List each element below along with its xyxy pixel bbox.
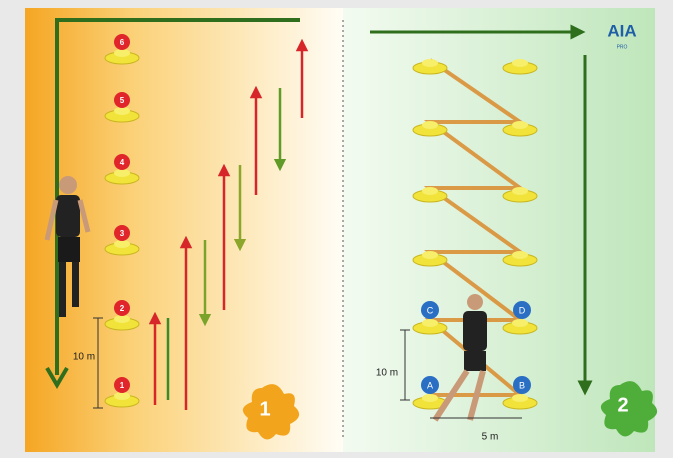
cone-top xyxy=(114,392,130,400)
cone-top xyxy=(422,251,438,259)
cone-label: B xyxy=(519,380,525,390)
cone-marker xyxy=(114,300,130,316)
badge: 2 xyxy=(617,394,628,416)
logo-title: AIA xyxy=(607,21,636,40)
cone-label: C xyxy=(427,305,434,315)
cone-top xyxy=(114,315,130,323)
distance-label: 10 m xyxy=(73,352,95,363)
panel-2-bg xyxy=(343,8,655,452)
cone-number: 1 xyxy=(120,381,125,390)
cone-marker xyxy=(114,154,130,170)
logo-subtitle: PRO xyxy=(617,44,628,50)
panel-2: C D A B 10 m 5 m 2 AIA PRO xyxy=(370,21,658,443)
panel-1: 6 5 4 3 2 1 10 m 1 xyxy=(44,18,309,440)
cone-marker xyxy=(421,376,439,394)
cone-top xyxy=(114,49,130,57)
cone-marker xyxy=(513,376,531,394)
cone-marker xyxy=(114,34,130,50)
player xyxy=(432,294,487,422)
cone-top xyxy=(512,251,528,259)
cone-labels: C D A B xyxy=(421,301,531,394)
cone-marker xyxy=(114,92,130,108)
cone-number: 2 xyxy=(120,304,125,313)
cone-top xyxy=(512,121,528,129)
route-arrow xyxy=(55,18,300,375)
cone-number: 3 xyxy=(120,229,125,238)
player xyxy=(44,176,91,317)
cone-number: 5 xyxy=(120,96,125,105)
cone-top xyxy=(512,394,528,402)
cone-top xyxy=(114,169,130,177)
sprint-arrows xyxy=(148,38,309,410)
cone-number: 4 xyxy=(120,158,125,167)
cone-marker xyxy=(114,225,130,241)
cone-label: A xyxy=(427,380,433,390)
cone-marker xyxy=(421,301,439,319)
badge: 1 xyxy=(259,398,270,420)
badge-splat xyxy=(600,381,658,437)
cone-top xyxy=(422,121,438,129)
cone-marker xyxy=(114,377,130,393)
cones: 6 5 4 3 2 1 xyxy=(104,34,140,408)
cone-top xyxy=(422,394,438,402)
cone-top xyxy=(512,319,528,327)
distance-label: 10 m xyxy=(376,368,398,379)
distance-label: 5 m xyxy=(482,432,499,443)
cone-top xyxy=(512,59,528,67)
cone-top xyxy=(114,107,130,115)
cone-top xyxy=(512,187,528,195)
cone-marker xyxy=(513,301,531,319)
cone-label: D xyxy=(519,305,526,315)
arrow-head xyxy=(45,366,69,389)
cone-number: 6 xyxy=(120,38,125,47)
cone-top xyxy=(422,319,438,327)
badge-splat xyxy=(242,384,300,440)
cone-top xyxy=(422,59,438,67)
cone-top xyxy=(114,240,130,248)
cone-top xyxy=(422,187,438,195)
cones xyxy=(412,59,538,410)
